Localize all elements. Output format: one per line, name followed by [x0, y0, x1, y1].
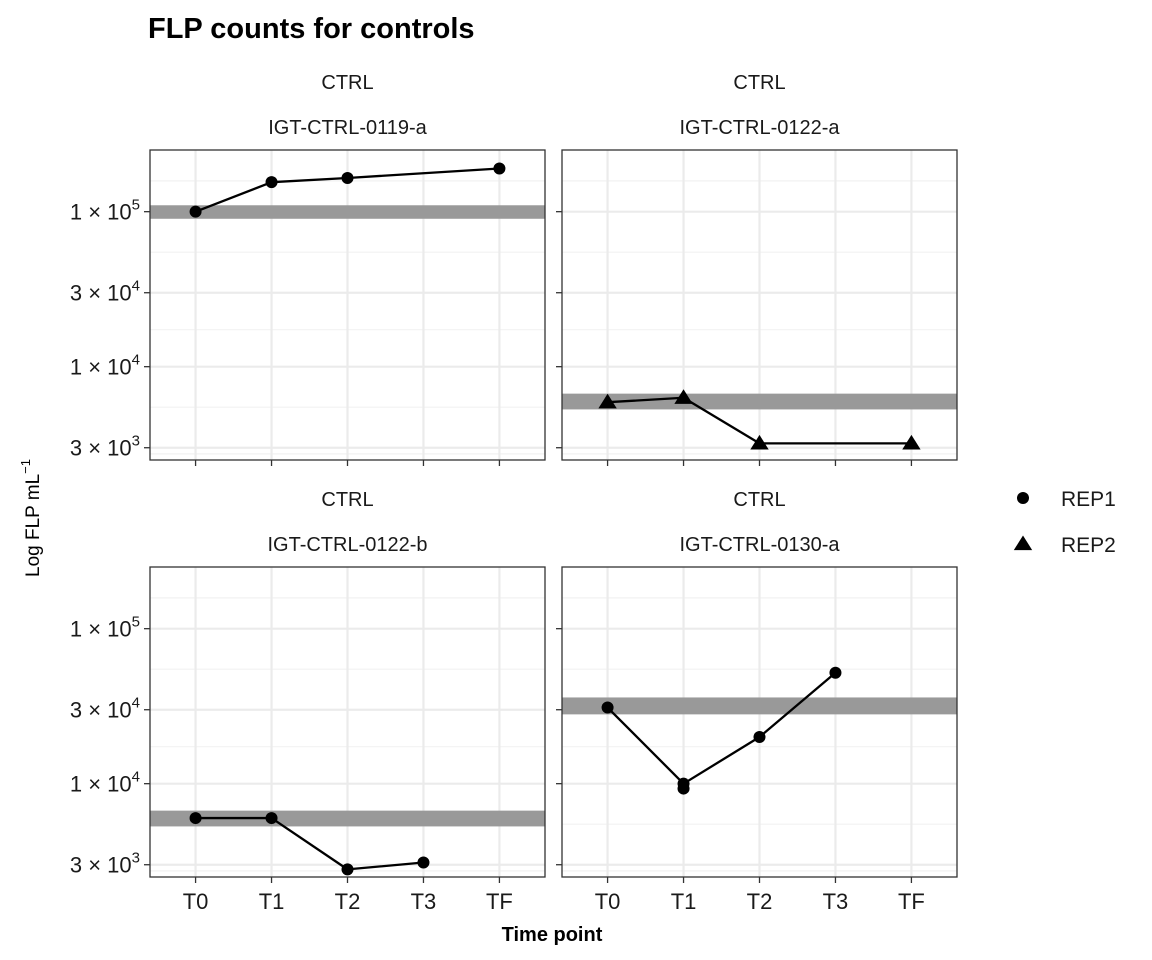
y-tick-label: 1 × 105 — [70, 614, 140, 642]
panel-strip-group: CTRL — [733, 72, 785, 94]
data-point — [601, 701, 614, 714]
panel: CTRL IGT-CTRL-0119-a — [149, 72, 546, 461]
data-point — [265, 176, 278, 189]
panel-strip-id: IGT-CTRL-0122-b — [267, 534, 427, 556]
data-point — [902, 434, 921, 450]
y-axis-title: Log FLP mL−1 — [18, 459, 44, 577]
data-point — [493, 162, 506, 175]
x-axis: T0 T1 T2 T3 TF T0 T1 T2 T3 TF — [183, 460, 925, 914]
panel-strip-id: IGT-CTRL-0119-a — [268, 117, 427, 139]
chart-title: FLP counts for controls — [148, 13, 475, 45]
x-tick-label: T2 — [747, 889, 773, 914]
y-tick-label: 1 × 105 — [70, 197, 140, 225]
data-point — [265, 812, 278, 825]
x-axis-title: Time point — [502, 924, 603, 946]
x-tick-label: T0 — [183, 889, 209, 914]
series-line — [606, 671, 837, 785]
series-line — [607, 396, 912, 445]
y-tick-label: 1 × 104 — [70, 352, 140, 380]
x-tick-label: TF — [486, 889, 513, 914]
reference-band — [150, 810, 545, 827]
data-point — [598, 393, 617, 409]
panel: CTRL IGT-CTRL-0122-a — [561, 72, 958, 461]
data-point — [341, 863, 354, 876]
reference-band — [150, 205, 545, 219]
panel: CTRL IGT-CTRL-0130-a — [561, 489, 958, 878]
x-tick-label: T0 — [595, 889, 621, 914]
reference-band — [562, 697, 957, 715]
y-tick-label: 3 × 103 — [70, 850, 140, 878]
reference-band — [562, 393, 957, 410]
x-tick-label: TF — [898, 889, 925, 914]
legend-label: REP1 — [1061, 488, 1116, 511]
y-axis-title-main: Log FLP mL — [23, 474, 44, 577]
panel-strip-group: CTRL — [733, 489, 785, 511]
x-tick-label: T1 — [259, 889, 285, 914]
panel-strip-group: CTRL — [321, 489, 373, 511]
data-point — [189, 205, 202, 218]
panel: CTRL IGT-CTRL-0122-b — [149, 489, 546, 878]
panels: CTRLIGT-CTRL-0119-aCTRLIGT-CTRL-0122-aCT… — [149, 72, 958, 878]
panel-strip-id: IGT-CTRL-0122-a — [679, 117, 840, 139]
y-tick-label: 3 × 104 — [70, 695, 140, 723]
series-line — [195, 167, 500, 213]
data-point — [829, 666, 842, 679]
legend-key — [1017, 492, 1029, 504]
data-point — [674, 389, 693, 404]
y-tick-label: 3 × 104 — [70, 278, 140, 306]
legend: REP1 REP2 — [1013, 488, 1116, 557]
data-point — [189, 812, 202, 825]
data-point — [750, 434, 769, 450]
series-line — [195, 816, 424, 871]
panel-strip-id: IGT-CTRL-0130-a — [679, 534, 840, 556]
x-tick-label: T3 — [823, 889, 849, 914]
data-point — [677, 782, 690, 795]
x-tick-label: T3 — [411, 889, 437, 914]
y-axis: 3 × 103 1 × 104 3 × 104 1 × 105 3 × 103 1 × 1… — [70, 197, 562, 878]
y-tick-label: 1 × 104 — [70, 769, 140, 797]
y-axis-title-exponent: −1 — [18, 459, 33, 474]
panel-strip-group: CTRL — [321, 72, 373, 94]
legend-label: REP2 — [1061, 534, 1116, 557]
data-point — [417, 856, 430, 869]
y-tick-label: 3 × 103 — [70, 433, 140, 461]
legend-key — [1013, 535, 1033, 551]
y-axis-title-group: Log FLP mL−1 — [18, 459, 44, 577]
x-tick-label: T1 — [671, 889, 697, 914]
x-tick-label: T2 — [335, 889, 361, 914]
data-point — [341, 171, 354, 184]
data-point — [753, 731, 766, 744]
